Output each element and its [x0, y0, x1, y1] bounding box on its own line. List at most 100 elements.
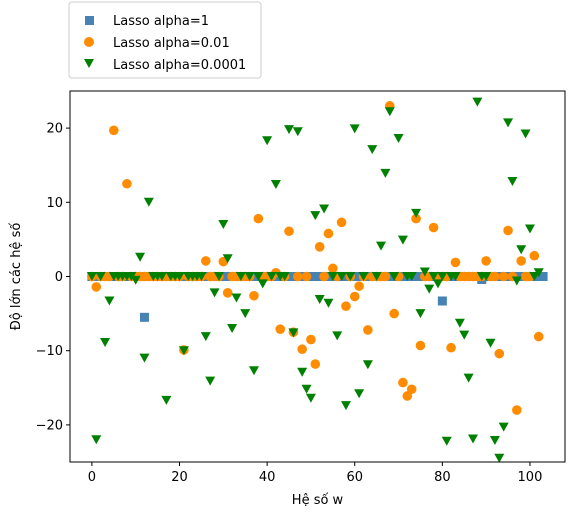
- data-point-circle: [494, 348, 505, 359]
- data-point-triangle: [424, 284, 435, 294]
- data-point-circle: [516, 256, 526, 266]
- data-point-circle: [249, 290, 259, 301]
- data-point-triangle: [292, 127, 303, 137]
- data-point-circle: [109, 125, 119, 136]
- data-point-triangle: [362, 360, 373, 370]
- data-point-circle: [512, 405, 522, 415]
- data-point-triangle: [441, 436, 452, 446]
- x-tick-label: 100: [518, 470, 543, 485]
- data-point-circle: [349, 291, 360, 302]
- data-point-triangle: [516, 245, 527, 255]
- data-point-triangle: [332, 331, 343, 341]
- data-point-triangle: [327, 272, 338, 281]
- data-point-triangle: [209, 288, 220, 298]
- legend-entry-lasso-alpha-1: Lasso alpha=1: [85, 14, 209, 29]
- data-point-triangle: [468, 434, 479, 444]
- data-point-triangle: [244, 272, 255, 281]
- data-point-circle: [389, 308, 399, 319]
- data-point-triangle: [135, 252, 146, 262]
- data-point-circle: [253, 213, 264, 224]
- data-point-triangle: [524, 224, 535, 234]
- data-point-triangle: [340, 401, 351, 411]
- data-point-circle: [310, 359, 321, 369]
- y-axis-label: Độ lớn các hệ số: [9, 223, 24, 331]
- data-point-circle: [122, 178, 132, 189]
- data-point-circle: [446, 342, 456, 353]
- data-point-triangle: [428, 272, 439, 281]
- data-point-triangle: [104, 296, 115, 306]
- data-point-triangle: [200, 332, 211, 342]
- data-point-circle: [363, 325, 373, 335]
- data-point-triangle: [270, 179, 281, 189]
- legend-triangle-marker: [84, 59, 94, 68]
- y-tick-label: −10: [36, 344, 63, 359]
- data-point-triangle: [397, 235, 408, 245]
- data-point-triangle: [349, 124, 360, 134]
- data-point-circle: [297, 344, 307, 355]
- data-point-circle: [529, 250, 540, 261]
- data-point-circle: [292, 271, 303, 282]
- legend-label: Lasso alpha=0.0001: [113, 58, 246, 73]
- x-tick-label: 80: [434, 470, 451, 485]
- data-point-circle: [450, 257, 461, 268]
- data-point-triangle: [481, 272, 492, 281]
- data-point-circle: [284, 226, 294, 237]
- y-tick-label: 10: [46, 196, 63, 211]
- data-point-triangle: [196, 272, 207, 281]
- legend-label: Lasso alpha=0.01: [113, 36, 230, 51]
- data-point-triangle: [305, 393, 316, 403]
- legend-circle-marker: [84, 37, 94, 47]
- data-point-circle: [354, 281, 364, 291]
- plot-marks: [86, 97, 548, 463]
- data-point-triangle: [336, 272, 347, 281]
- data-point-square: [538, 272, 548, 281]
- data-point-triangle: [371, 272, 382, 281]
- data-point-circle: [406, 384, 417, 395]
- data-point-circle: [336, 217, 347, 228]
- y-tick-label: −20: [36, 418, 63, 433]
- data-point-triangle: [323, 298, 334, 308]
- data-point-circle: [91, 282, 102, 292]
- data-point-triangle: [86, 272, 97, 281]
- data-point-triangle: [393, 133, 404, 143]
- x-tick-label: 60: [346, 470, 363, 485]
- data-point-triangle: [174, 272, 185, 281]
- data-point-circle: [398, 377, 408, 388]
- data-point-circle: [481, 256, 491, 266]
- data-point-triangle: [235, 272, 246, 281]
- data-point-circle: [415, 340, 426, 351]
- data-point-triangle: [489, 435, 500, 445]
- data-point-triangle: [248, 366, 259, 376]
- data-point-triangle: [432, 279, 443, 289]
- data-point-triangle: [437, 272, 448, 281]
- data-point-circle: [319, 271, 329, 282]
- data-point-triangle: [380, 168, 391, 178]
- data-point-triangle: [419, 267, 430, 277]
- data-point-triangle: [284, 125, 295, 135]
- data-point-circle: [380, 271, 391, 282]
- data-point-triangle: [511, 276, 522, 286]
- data-point-triangle: [178, 346, 189, 356]
- data-point-circle: [222, 288, 233, 298]
- data-point-triangle: [95, 272, 106, 281]
- data-point-triangle: [354, 389, 365, 399]
- data-point-triangle: [367, 145, 378, 155]
- legend-entry-lasso-alpha-0.01: Lasso alpha=0.01: [84, 36, 230, 51]
- data-point-circle: [503, 225, 513, 236]
- legend-label: Lasso alpha=1: [113, 14, 209, 29]
- data-point-triangle: [314, 295, 325, 305]
- data-point-triangle: [310, 211, 321, 221]
- data-point-triangle: [319, 204, 330, 214]
- legend-square-marker: [85, 16, 94, 25]
- data-point-triangle: [411, 208, 422, 218]
- data-point-triangle: [143, 197, 154, 207]
- data-point-triangle: [498, 422, 509, 432]
- data-point-triangle: [266, 272, 277, 281]
- data-point-triangle: [406, 272, 417, 281]
- data-point-triangle: [358, 272, 369, 281]
- data-point-circle: [533, 331, 544, 342]
- data-point-circle: [323, 228, 334, 239]
- data-point-triangle: [463, 373, 474, 383]
- data-point-triangle: [389, 272, 400, 281]
